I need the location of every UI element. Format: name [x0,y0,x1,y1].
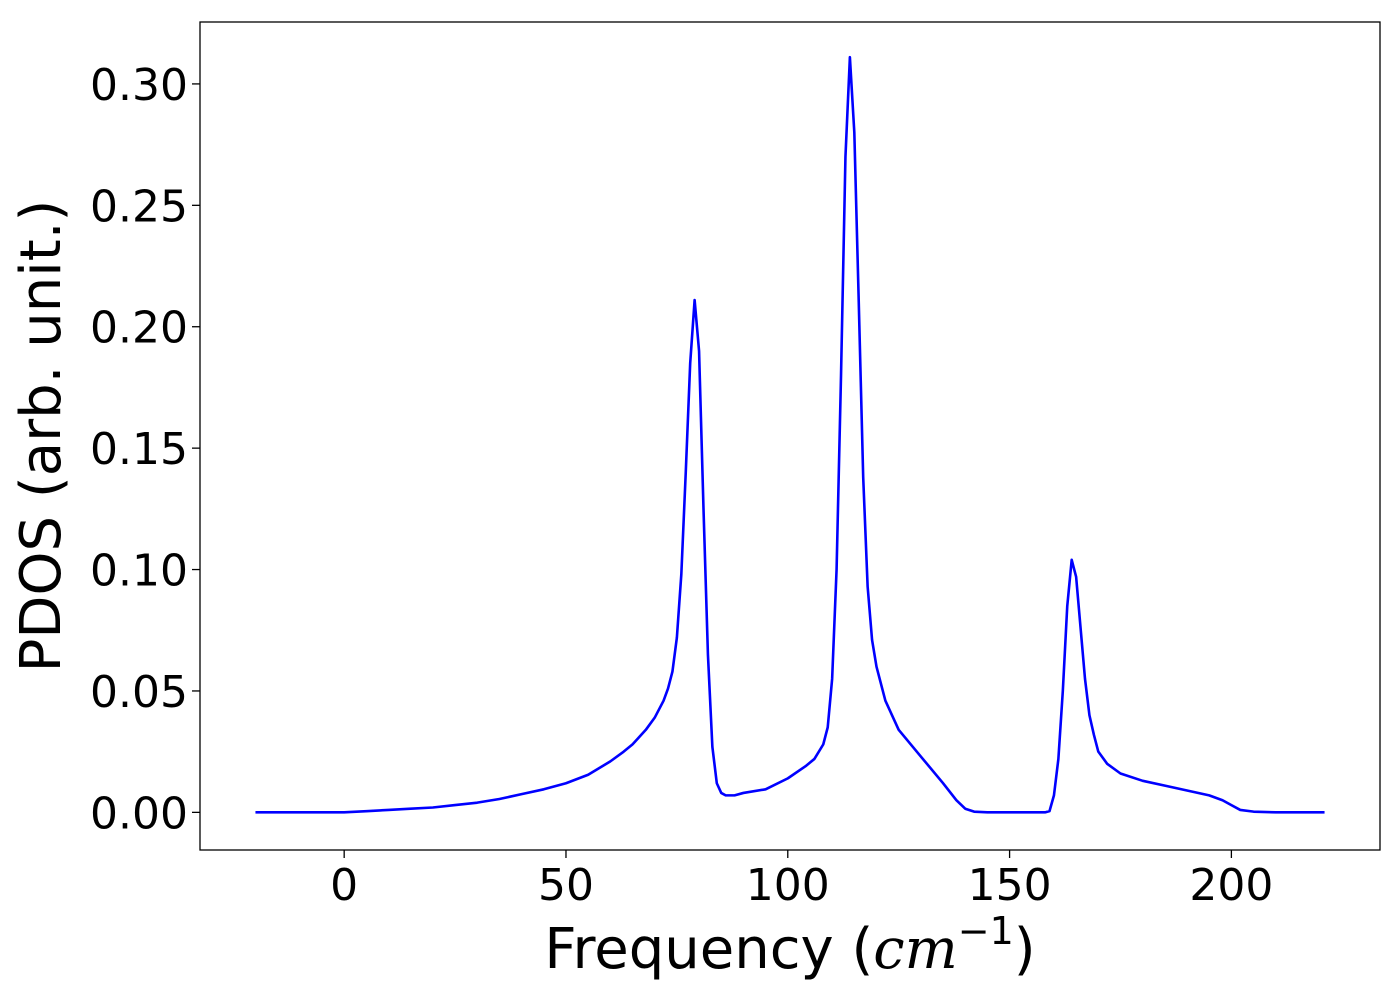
plot-frame [199,21,1381,851]
y-axis-ticks: 0.00 0.05 0.10 0.15 0.20 0.25 0.30 [90,60,200,839]
y-tick-label: 0.00 [90,788,188,839]
y-tick-label: 0.10 [90,546,188,597]
x-axis-label-exponent: −1 [958,909,1014,953]
x-axis-label-unit: cm [873,917,957,982]
x-tick-label: 150 [968,860,1052,911]
x-tick-label: 0 [330,860,358,911]
y-tick-label: 0.20 [90,303,188,354]
y-tick-label: 0.25 [90,181,188,232]
y-tick-label: 0.05 [90,667,188,718]
x-axis-label-suffix: ) [1014,917,1036,982]
x-tick-label: 50 [538,860,594,911]
pdos-series-line [255,55,1325,814]
x-tick-label: 100 [746,860,830,911]
series-layer [255,55,1325,814]
x-axis-label: Frequency (cm−1) [544,909,1035,982]
x-axis-label-prefix: Frequency ( [544,917,873,982]
x-tick-label: 200 [1189,860,1273,911]
y-axis-label: PDOS (arb. unit.) [9,200,74,673]
y-tick-label: 0.15 [90,424,188,475]
x-axis-ticks: 0 50 100 150 200 [330,850,1273,911]
y-tick-label: 0.30 [90,60,188,111]
